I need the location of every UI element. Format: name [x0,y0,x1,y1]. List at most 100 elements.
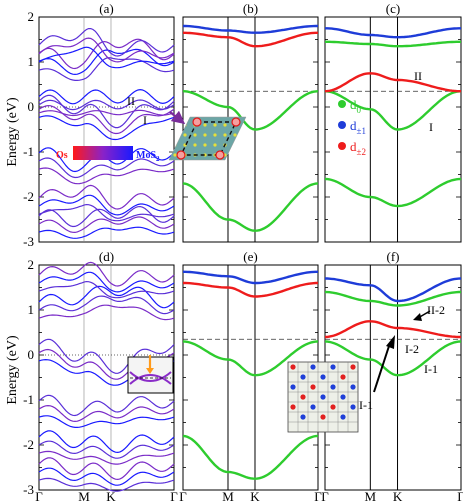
band-d±2 [324,320,461,339]
band [38,467,175,486]
os-mos2-legend: Os MoS2 [56,146,160,163]
band [38,477,175,492]
x-tick-label: K [250,489,260,504]
x-tick-label: Γ [457,489,463,504]
band [38,226,175,239]
y-tick-label: 2 [28,9,35,24]
band-d0 [324,90,462,131]
annotation-I-1: I-1 [424,362,438,376]
band [38,415,175,428]
band [38,430,175,454]
band [38,37,175,63]
band-d0 [182,434,319,480]
x-tick-label: M [78,489,90,504]
band [38,338,175,374]
panel-label: (e) [243,249,257,264]
y-tick-label: -1 [23,144,34,159]
x-tick-label: K [393,489,403,504]
panel-c: (c)III [324,1,462,243]
band [38,115,175,141]
y-tick-label: -3 [23,234,34,249]
panel-label: (c) [386,1,400,16]
band [38,216,175,234]
annotation-I: I [429,120,433,134]
legend-label: d±1 [350,118,366,136]
y-tick-label: 0 [28,347,35,362]
legend-marker [338,142,346,150]
y-tick-label: -2 [23,189,34,204]
band [38,109,175,117]
y-tick-label: 1 [28,54,35,69]
legend-os: Os [56,150,68,161]
band [38,57,175,81]
y-tick-label: 2 [28,257,35,272]
band [38,404,175,423]
panel-label: (d) [99,249,114,264]
band-d0 [182,340,319,377]
band-d±1 [183,24,318,34]
band [38,285,175,309]
band-d0 [324,340,462,377]
x-tick-label: Γ [314,489,322,504]
x-tick-label: Γ [35,489,43,504]
x-tick-label: M [365,489,377,504]
band [38,440,175,459]
annotation-II: II [127,94,135,108]
panel-label: (f) [387,249,400,264]
annotation-I-2: I-2 [405,342,419,356]
band [38,271,175,293]
band [38,184,175,210]
band [38,48,175,76]
y-axis-label-top: Energy (eV) [5,97,20,167]
band-zoom-inset [127,355,174,394]
band-d0 [182,182,319,232]
legend-mos2: MoS2 [136,150,160,163]
band [38,194,175,216]
band-d±2 [183,281,318,298]
band [38,88,175,105]
legend-marker [338,100,346,108]
band [38,46,175,69]
band-d0 [325,40,461,48]
band [38,295,175,315]
band [38,280,175,299]
band [38,167,175,185]
band-d±2 [183,31,318,48]
legend-label: d±2 [350,139,366,157]
legend-marker [338,121,346,129]
y-tick-label: 1 [28,302,35,317]
band [38,99,175,111]
annotation-II: II [414,69,422,83]
band-d±2 [324,72,461,93]
orbital-legend: d0 d±1 d±2 [338,97,366,157]
y-tick-label: -1 [23,392,34,407]
legend-gradient-bar [73,146,133,160]
band [38,304,175,321]
crystal-structure-inset [168,110,247,161]
x-tick-label: K [106,489,116,504]
band [38,28,175,57]
y-axis-label-bottom: Energy (eV) [5,335,20,405]
y-tick-label: 0 [28,99,35,114]
y-tick-label: -3 [23,482,34,497]
band-d0 [324,177,462,208]
legend-label: d0 [350,97,362,115]
x-tick-label: Γ [179,489,187,504]
y-tick-label: -2 [23,437,34,452]
annotation-I: I [143,113,147,127]
band-d±1 [325,27,461,39]
x-tick-label: Γ [170,489,178,504]
panel-label: (a) [99,1,113,16]
band [38,450,175,465]
band [38,38,175,70]
band-d±1 [325,277,462,303]
band [38,157,175,179]
band [38,205,175,228]
band [38,394,175,417]
x-tick-label: M [222,489,234,504]
band-d0 [182,90,319,131]
band-d±1 [183,270,318,285]
band [38,457,175,481]
